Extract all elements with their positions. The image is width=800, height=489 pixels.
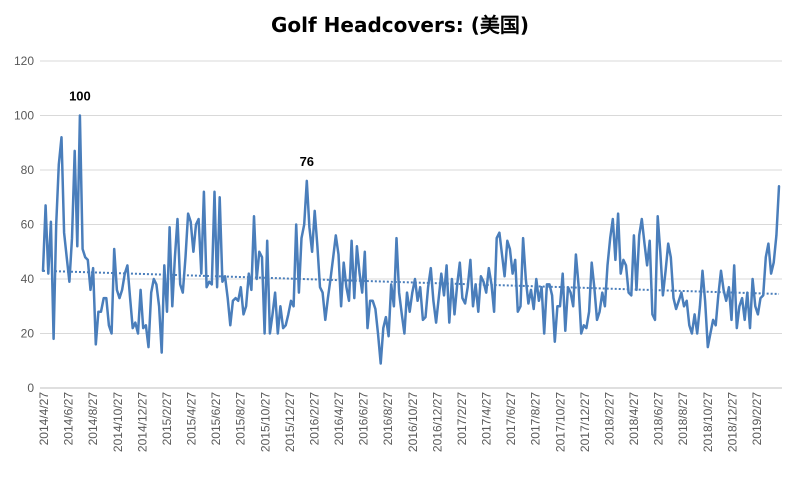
series-line — [41, 114, 781, 365]
x-tick-label: 2018/6/27 — [652, 392, 666, 446]
y-tick-label: 20 — [21, 327, 35, 341]
x-axis-tick-labels: 2014/4/27 2014/6/27 2014/8/27 2014/10/27 201… — [37, 392, 764, 452]
x-tick-label: 2018/8/27 — [676, 392, 690, 446]
x-tick-label: 2017/2/27 — [455, 392, 469, 446]
x-tick-label: 2016/12/27 — [430, 392, 444, 452]
y-tick-label: 80 — [21, 163, 35, 177]
x-tick-label: 2016/10/27 — [406, 392, 420, 452]
x-tick-label: 2015/12/27 — [283, 392, 297, 452]
x-tick-label: 2019/2/27 — [750, 392, 764, 446]
data-label: 100 — [69, 89, 91, 104]
y-axis-tick-labels: 0 20 40 60 80 100 120 — [14, 54, 34, 395]
series-group — [41, 114, 781, 365]
annotations-group: 100 76 — [69, 89, 314, 169]
x-tick-label: 2015/6/27 — [209, 392, 223, 446]
x-tick-label: 2016/6/27 — [357, 392, 371, 446]
x-tick-label: 2014/12/27 — [135, 392, 149, 452]
x-tick-label: 2016/2/27 — [307, 392, 321, 446]
x-tick-label: 2017/10/27 — [553, 392, 567, 452]
x-tick-label: 2014/6/27 — [62, 392, 76, 446]
x-tick-label: 2015/8/27 — [234, 392, 248, 446]
x-tick-label: 2018/2/27 — [602, 392, 616, 446]
y-tick-label: 60 — [21, 218, 35, 232]
x-tick-label: 2015/2/27 — [160, 392, 174, 446]
y-tick-label: 100 — [14, 109, 34, 123]
x-tick-label: 2017/4/27 — [480, 392, 494, 446]
x-tick-label: 2018/10/27 — [701, 392, 715, 452]
y-tick-label: 40 — [21, 272, 35, 286]
x-tick-label: 2018/4/27 — [627, 392, 641, 446]
y-tick-label: 0 — [27, 381, 34, 395]
data-label: 76 — [300, 154, 314, 169]
chart-title: Golf Headcovers: (美国) — [271, 13, 529, 37]
x-tick-label: 2014/8/27 — [86, 392, 100, 446]
x-tick-label: 2016/4/27 — [332, 392, 346, 446]
x-tick-label: 2015/10/27 — [258, 392, 272, 452]
x-tick-label: 2014/4/27 — [37, 392, 51, 446]
x-tick-label: 2017/6/27 — [504, 392, 518, 446]
x-tick-label: 2015/4/27 — [185, 392, 199, 446]
x-tick-label: 2016/8/27 — [381, 392, 395, 446]
x-tick-label: 2017/8/27 — [529, 392, 543, 446]
x-tick-label: 2017/12/27 — [578, 392, 592, 452]
x-tick-label: 2014/10/27 — [111, 392, 125, 452]
y-tick-label: 120 — [14, 54, 34, 68]
x-tick-label: 2018/12/27 — [725, 392, 739, 452]
